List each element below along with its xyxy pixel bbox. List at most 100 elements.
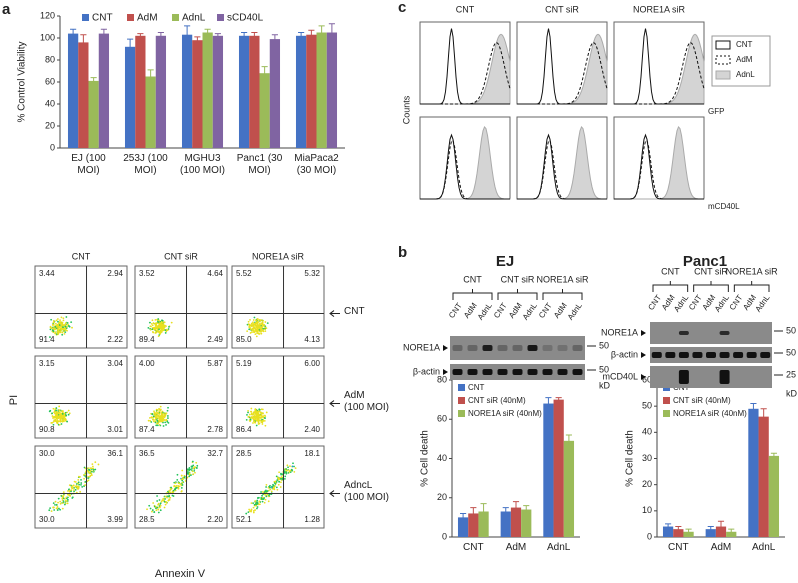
- x-tick-label: MiaPaca2 (30 MOI): [294, 153, 339, 176]
- flow-dot: [256, 332, 259, 335]
- blot-band: [527, 345, 538, 351]
- flow-dot: [255, 424, 258, 427]
- flow-dot: [155, 412, 157, 415]
- flow-dot: [154, 421, 157, 424]
- flow-dot: [59, 319, 61, 322]
- flow-dot: [165, 501, 168, 504]
- flow-dot: [255, 412, 258, 415]
- flow-dot: [58, 328, 61, 331]
- flow-dot: [94, 461, 97, 464]
- flow-dot: [162, 412, 165, 415]
- flow-dot: [52, 323, 55, 326]
- histogram-adm: [420, 139, 510, 200]
- quadrant-value: 89.4: [139, 335, 155, 344]
- flow-dot: [149, 325, 152, 328]
- flow-dot: [88, 468, 91, 471]
- flow-dot: [261, 423, 264, 425]
- flow-dot: [74, 481, 77, 483]
- flow-dot: [269, 488, 272, 491]
- flow-dot: [258, 408, 261, 411]
- bar: [192, 40, 203, 149]
- flow-dot: [267, 495, 270, 498]
- bar: [457, 517, 469, 537]
- flow-dot: [62, 418, 65, 421]
- error-bar: [555, 397, 562, 403]
- legend-swatch: [172, 14, 179, 21]
- y-axis-label: % Cell death: [420, 430, 431, 487]
- flow-dot: [261, 420, 264, 422]
- quadrant-value: 2.20: [207, 515, 223, 524]
- flow-dot: [78, 483, 81, 486]
- error-bar: [204, 28, 211, 37]
- flow-dot: [61, 414, 64, 417]
- flow-dot: [50, 318, 53, 321]
- bar: [468, 513, 479, 537]
- y-tick-label: 60: [437, 414, 447, 424]
- flow-dot: [90, 474, 93, 476]
- quadrant-value: 3.01: [107, 425, 123, 434]
- blot-unit: kD: [599, 380, 611, 390]
- blot-lane-label: CNT: [687, 293, 704, 312]
- flow-dot: [191, 470, 194, 473]
- flow-dot: [194, 471, 196, 474]
- flow-dot: [68, 412, 71, 415]
- flow-dot: [61, 331, 64, 334]
- flow-dot: [255, 335, 258, 338]
- error-bar: [147, 69, 154, 84]
- flow-dot: [174, 482, 177, 485]
- flow-dot: [269, 484, 271, 487]
- flow-dot: [97, 463, 100, 466]
- flow-dot: [152, 420, 155, 423]
- flow-dot: [167, 422, 170, 424]
- legend-swatch: [715, 40, 731, 50]
- flow-dot: [71, 496, 74, 499]
- histogram-column-header: NORE1A siR: [633, 4, 686, 14]
- flow-dot: [181, 469, 184, 472]
- flow-dot: [62, 419, 65, 422]
- flow-dot: [94, 468, 97, 471]
- flow-dot: [177, 482, 180, 485]
- flow-dot: [252, 321, 254, 324]
- y-tick-label: 40: [437, 453, 447, 463]
- quadrant-value: 32.7: [207, 449, 223, 458]
- flow-dot: [89, 474, 92, 477]
- flow-dot: [55, 319, 58, 322]
- flow-dot: [196, 467, 198, 469]
- flow-dot: [177, 484, 179, 487]
- blot-lane-label: CNT: [646, 293, 663, 312]
- flow-dot: [55, 420, 58, 423]
- flow-dot: [275, 475, 278, 478]
- quadrant-value: 5.87: [207, 359, 223, 368]
- flow-dot: [68, 489, 71, 492]
- flow-dot: [57, 501, 59, 504]
- blot-band: [467, 369, 478, 375]
- flow-dot: [247, 410, 249, 412]
- flow-dot: [250, 325, 253, 327]
- blot-band: [692, 352, 703, 358]
- flow-dot: [291, 465, 294, 468]
- blot-band-label: β-actin: [611, 349, 638, 359]
- legend-label: CNT siR (40nM): [673, 396, 731, 405]
- error-bar: [760, 408, 767, 425]
- blot-band: [542, 369, 553, 375]
- flow-dot: [254, 408, 257, 411]
- flow-dot: [260, 332, 263, 335]
- flow-dot: [259, 320, 262, 322]
- bar: [181, 34, 193, 149]
- bar: [673, 529, 684, 537]
- bar: [662, 526, 674, 537]
- legend-swatch: [458, 410, 465, 417]
- flow-column-header: CNT siR: [164, 251, 198, 261]
- flow-dot: [155, 424, 158, 427]
- bar: [145, 76, 156, 148]
- flow-dot: [277, 477, 280, 480]
- blot-group-label: CNT siR: [694, 266, 728, 276]
- flow-dot: [257, 326, 259, 329]
- flow-dot: [157, 422, 160, 424]
- flow-dot: [252, 511, 255, 514]
- error-bar: [298, 32, 305, 40]
- flow-dot: [62, 319, 65, 322]
- flow-dot: [83, 477, 86, 480]
- flow-dot: [53, 321, 56, 324]
- flow-dot: [57, 497, 60, 500]
